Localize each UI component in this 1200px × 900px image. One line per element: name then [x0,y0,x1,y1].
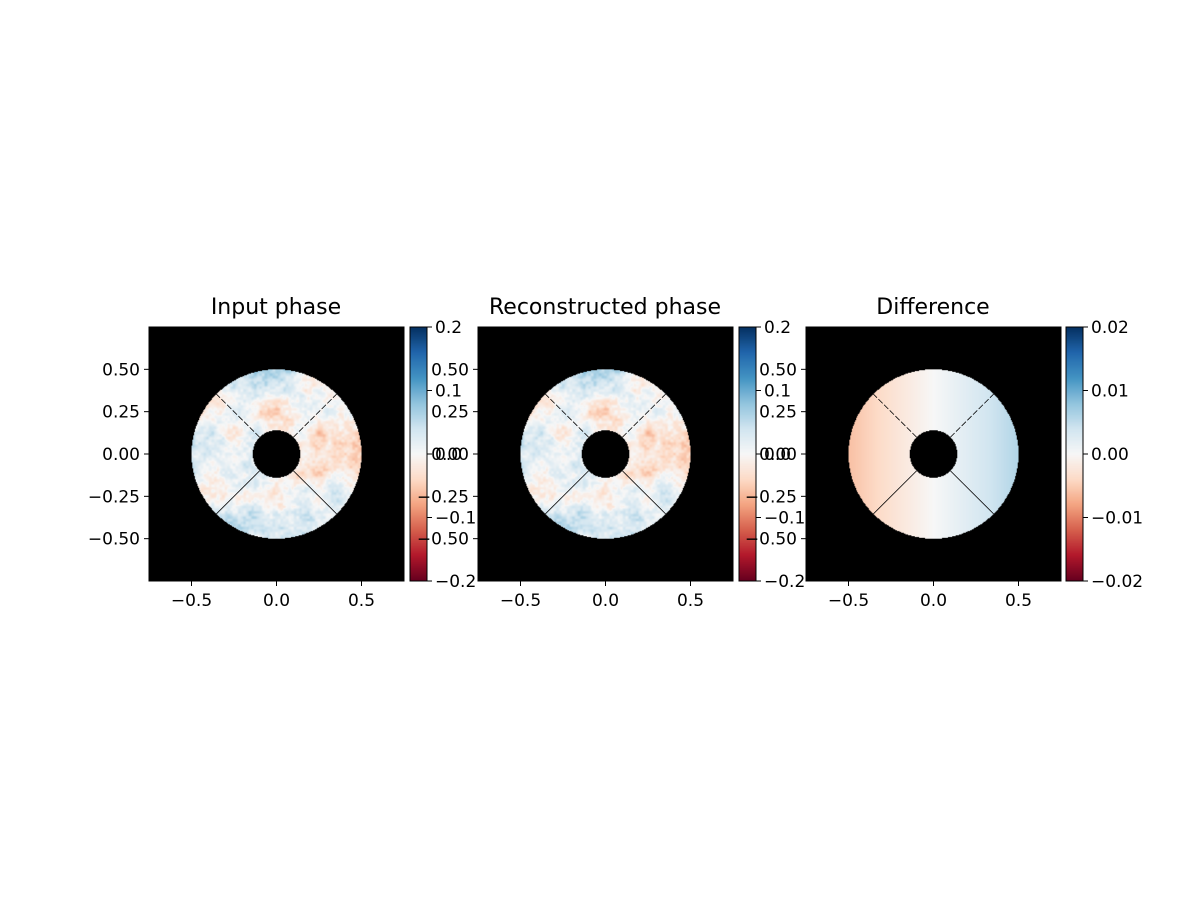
spider-line [950,470,994,515]
overlay-y-tick-label: 0.00 [431,445,469,465]
x-tick-label: −0.5 [171,591,212,611]
overlay-y-tick-label: −0.50 [417,530,469,550]
spider-line [873,393,917,438]
spider-line [873,470,917,515]
spider-line [293,470,337,515]
phase-map-input [149,327,404,581]
overlay-y-tick-label: 0.00 [759,445,797,465]
colorbar-tick-label: −0.2 [764,572,805,592]
overlay-y-tick-label: 0.50 [759,360,797,380]
x-ticks-difference: −0.5 0.0 0.5 [828,581,1032,611]
y-tick-label: −0.50 [88,530,140,550]
title-input-phase: Input phase [211,295,341,320]
colorbar-input [410,327,427,581]
y-tick-label: −0.25 [88,487,140,507]
spider-line [950,393,994,438]
colorbar-tick-label: 0.01 [1091,382,1129,402]
colorbar-tick-label: 0.2 [435,318,462,338]
x-tick-label: 0.5 [677,591,704,611]
spider-line [545,393,589,438]
colorbar-tick-label: 0.1 [764,382,791,402]
spider-line [545,470,589,515]
phase-map-difference [806,327,1061,581]
colorbar-reconstructed [739,327,756,581]
colorbar-difference [1066,327,1083,581]
colorbar-ticks-difference: 0.02 0.01 0.00 −0.01 −0.02 [1083,318,1143,592]
y-tick-label: 0.50 [102,360,140,380]
overlay-y-ticks-panel-2: 0.50 0.25 0.00 −0.25 −0.50 [417,360,478,550]
spider-line [216,470,260,515]
colorbar-tick-label: −0.01 [1091,509,1143,529]
phase-map-reconstructed [478,327,733,581]
panel-reconstructed-phase: Reconstructed phase −0.5 0.0 0.5 0.2 0.1 0.0… [477,295,805,611]
panel-input-phase: Input phase −0.5 0.0 0.5 0.50 0.25 0.00 −0.25… [88,295,476,611]
title-reconstructed-phase: Reconstructed phase [489,295,721,320]
x-ticks-reconstructed: −0.5 0.0 0.5 [500,581,704,611]
colorbar-tick-label: −0.1 [435,509,476,529]
spider-lines-reconstructed [545,393,666,515]
y-tick-label: 0.00 [102,445,140,465]
overlay-y-tick-label: 0.25 [759,403,797,423]
x-tick-label: 0.0 [592,591,619,611]
overlay-y-tick-label: −0.25 [745,487,797,507]
colorbar-tick-label: 0.2 [764,318,791,338]
x-tick-label: 0.0 [920,591,947,611]
x-tick-label: 0.5 [348,591,375,611]
colorbar-tick-label: −0.2 [435,572,476,592]
colorbar-tick-label: 0.0 [764,445,791,465]
colorbar-tick-label: −0.02 [1091,572,1143,592]
overlay-y-ticks-panel-3: 0.50 0.25 0.00 −0.25 −0.50 [745,360,806,550]
y-tick-label: 0.25 [102,403,140,423]
title-difference: Difference [876,295,989,320]
overlay-y-tick-label: −0.50 [745,530,797,550]
spider-lines-difference [873,393,994,515]
colorbar-tick-label: 0.0 [435,445,462,465]
colorbar-tick-label: 0.02 [1091,318,1129,338]
spider-line [293,393,337,438]
colorbar-tick-label: 0.00 [1091,445,1129,465]
x-tick-label: −0.5 [500,591,541,611]
panel-difference: Difference −0.5 0.0 0.5 0.02 0.01 0.00 −0.01 −… [805,295,1143,611]
colorbar-ticks-input: 0.2 0.1 0.0 −0.1 −0.2 [427,318,476,592]
colorbar-ticks-reconstructed: 0.2 0.1 0.0 −0.1 −0.2 [756,318,805,592]
overlay-y-tick-label: 0.25 [431,403,469,423]
spider-lines-input [216,393,337,515]
x-ticks-input: −0.5 0.0 0.5 [171,581,375,611]
y-ticks-input: 0.50 0.25 0.00 −0.25 −0.50 [88,360,149,550]
overlay-y-tick-label: 0.50 [431,360,469,380]
overlay-y-tick-label: −0.25 [417,487,469,507]
spider-line [622,470,666,515]
x-tick-label: −0.5 [828,591,869,611]
colorbar-tick-label: 0.1 [435,382,462,402]
spider-line [622,393,666,438]
spider-line [216,393,260,438]
x-tick-label: 0.5 [1005,591,1032,611]
colorbar-tick-label: −0.1 [764,509,805,529]
x-tick-label: 0.0 [263,591,290,611]
